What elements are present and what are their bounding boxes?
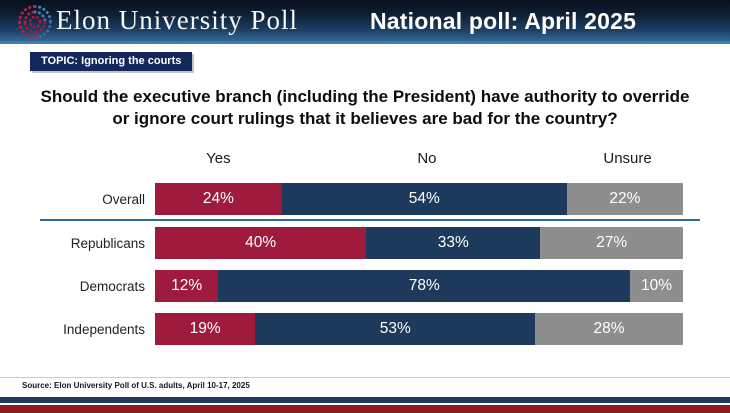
banner-title: National poll: April 2025 — [370, 8, 637, 34]
segment-no: 53% — [255, 313, 536, 345]
brand-title: Elon University Poll — [56, 5, 298, 35]
segment-unsure: 10% — [630, 270, 683, 302]
column-header-unsure: Unsure — [603, 150, 652, 167]
header-banner: Elon University Poll National poll: Apri… — [0, 0, 730, 44]
segment-no: 54% — [281, 183, 567, 215]
stacked-bar-chart: Yes No Unsure Overall 24% 54% 22% Republ… — [40, 150, 700, 356]
segment-yes: 12% — [155, 270, 219, 302]
segment-yes: 40% — [155, 227, 367, 259]
bar-row-republicans: Republicans 40% 33% 27% — [40, 227, 683, 259]
segment-unsure: 27% — [540, 227, 683, 259]
row-label: Independents — [63, 321, 145, 337]
row-label: Republicans — [70, 235, 145, 251]
stacked-bar: 12% 78% 10% — [155, 270, 683, 302]
column-headers: Yes No Unsure — [155, 150, 683, 170]
stacked-bar: 19% 53% 28% — [155, 313, 683, 345]
segment-unsure: 28% — [535, 313, 683, 345]
bar-row-overall: Overall 24% 54% 22% — [40, 183, 683, 215]
stacked-bar: 40% 33% 27% — [155, 227, 683, 259]
footer-rule-line — [0, 377, 730, 378]
column-header-no: No — [417, 150, 437, 167]
row-label: Democrats — [79, 278, 145, 294]
elon-poll-logo-icon — [16, 3, 54, 41]
poll-question: Should the executive branch (including t… — [40, 87, 690, 129]
segment-yes: 19% — [155, 313, 256, 345]
source-note: Source: Elon University Poll of U.S. adu… — [22, 381, 250, 390]
bar-row-democrats: Democrats 12% 78% 10% — [40, 270, 683, 302]
topic-badge: TOPIC: Ignoring the courts — [30, 52, 193, 71]
bar-row-independents: Independents 19% 53% 28% — [40, 313, 683, 345]
overall-party-divider-line — [40, 219, 700, 221]
row-label: Overall — [102, 191, 145, 207]
segment-unsure: 22% — [566, 183, 683, 215]
segment-no: 33% — [366, 227, 541, 259]
bottom-navy-stripe — [0, 397, 730, 403]
segment-yes: 24% — [155, 183, 282, 215]
bottom-red-stripe — [0, 405, 730, 413]
stacked-bar: 24% 54% 22% — [155, 183, 683, 215]
segment-no: 78% — [218, 270, 631, 302]
column-header-yes: Yes — [206, 150, 231, 167]
